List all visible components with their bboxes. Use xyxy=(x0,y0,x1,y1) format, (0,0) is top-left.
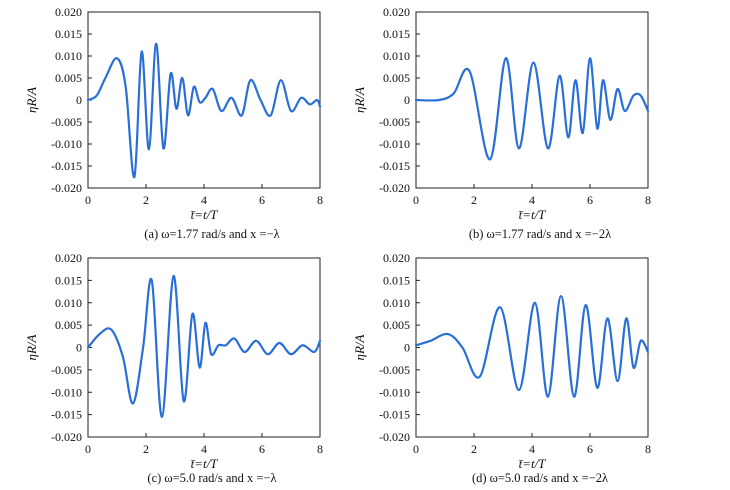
x-tick-label: 4 xyxy=(201,193,207,207)
x-axis-label: t̄=t/T xyxy=(519,456,547,471)
series-line xyxy=(86,274,322,418)
y-axis-label: ηR/A xyxy=(352,334,367,360)
x-tick-label: 6 xyxy=(259,442,265,456)
y-tick-label: -0.020 xyxy=(379,430,410,444)
x-axis-label: t̄=t/T xyxy=(191,456,219,471)
y-tick-label: 0.005 xyxy=(383,318,410,332)
y-tick-label: 0.005 xyxy=(55,71,82,85)
y-tick-label: -0.010 xyxy=(379,137,410,151)
y-tick-label: -0.015 xyxy=(379,408,410,422)
x-tick-label: 8 xyxy=(645,193,651,207)
y-tick-label: -0.010 xyxy=(379,385,410,399)
x-tick-label: 0 xyxy=(85,193,91,207)
y-tick-label: 0.010 xyxy=(383,296,410,310)
y-axis-label: ηR/A xyxy=(352,87,367,113)
y-tick-label: -0.020 xyxy=(51,181,82,195)
x-tick-label: 6 xyxy=(587,193,593,207)
x-tick-label: 4 xyxy=(529,193,535,207)
y-tick-label: 0.005 xyxy=(55,318,82,332)
x-axis-label: t̄=t/T xyxy=(191,207,219,222)
x-tick-label: 4 xyxy=(201,442,207,456)
x-tick-label: 8 xyxy=(645,442,651,456)
series-line xyxy=(86,42,322,179)
y-tick-label: -0.005 xyxy=(379,363,410,377)
y-tick-label: -0.015 xyxy=(379,159,410,173)
y-tick-label: 0.015 xyxy=(55,273,82,287)
y-tick-label: -0.010 xyxy=(51,385,82,399)
plot-frame xyxy=(415,11,649,189)
y-tick-label: 0.020 xyxy=(383,5,410,19)
x-tick-label: 8 xyxy=(317,442,323,456)
x-tick-label: 6 xyxy=(587,442,593,456)
y-tick-label: -0.005 xyxy=(51,115,82,129)
x-tick-label: 0 xyxy=(85,442,91,456)
y-tick-label: 0.010 xyxy=(55,296,82,310)
y-tick-label: 0 xyxy=(404,93,410,107)
x-tick-label: 6 xyxy=(259,193,265,207)
x-tick-label: 0 xyxy=(413,442,419,456)
y-tick-label: 0 xyxy=(76,93,82,107)
y-tick-label: 0.015 xyxy=(383,27,410,41)
panel-caption: (b) ω=1.77 rad/s and x =−2λ xyxy=(469,227,611,241)
x-tick-label: 0 xyxy=(413,193,419,207)
y-tick-label: -0.015 xyxy=(51,159,82,173)
x-tick-label: 2 xyxy=(143,442,149,456)
y-tick-label: 0.015 xyxy=(383,273,410,287)
y-tick-label: -0.020 xyxy=(379,181,410,195)
y-tick-label: -0.020 xyxy=(51,430,82,444)
y-tick-label: 0 xyxy=(404,341,410,355)
series-line xyxy=(414,57,650,161)
y-tick-label: 0.015 xyxy=(55,27,82,41)
chart-panel-b: 0.020 0.015 0.010 0.005 0 -0.005 -0.010 -0.015 -… xyxy=(352,5,651,241)
y-axis-label: ηR/A xyxy=(24,87,39,113)
series-line xyxy=(414,294,650,398)
chart-panel-d: 0.020 0.015 0.010 0.005 0 -0.005 -0.010 -0.015 -… xyxy=(352,251,651,485)
y-tick-label: -0.005 xyxy=(379,115,410,129)
y-tick-label: 0.005 xyxy=(383,71,410,85)
panel-caption: (d) ω=5.0 rad/s and x =−2λ xyxy=(472,471,608,485)
x-tick-label: 2 xyxy=(471,442,477,456)
y-tick-label: 0 xyxy=(76,341,82,355)
x-axis-label: t̄=t/T xyxy=(519,207,547,222)
chart-panel-c: 0.020 0.015 0.010 0.005 0 -0.005 -0.010 -0.015 -… xyxy=(24,251,323,485)
y-axis-label: ηR/A xyxy=(24,334,39,360)
y-tick-label: 0.020 xyxy=(55,5,82,19)
y-tick-label: -0.015 xyxy=(51,408,82,422)
y-tick-label: 0.010 xyxy=(383,49,410,63)
y-tick-label: -0.010 xyxy=(51,137,82,151)
y-tick-label: -0.005 xyxy=(51,363,82,377)
x-tick-label: 2 xyxy=(143,193,149,207)
x-tick-label: 2 xyxy=(471,193,477,207)
y-tick-label: 0.020 xyxy=(55,251,82,265)
y-tick-label: 0.010 xyxy=(55,49,82,63)
x-tick-label: 8 xyxy=(317,193,323,207)
panel-caption: (a) ω=1.77 rad/s and x =−λ xyxy=(144,227,279,241)
panel-caption: (c) ω=5.0 rad/s and x =−λ xyxy=(147,471,276,485)
x-tick-label: 4 xyxy=(529,442,535,456)
y-tick-label: 0.020 xyxy=(383,251,410,265)
chart-panel-a: 0.020 0.015 0.010 0.005 0 -0.005 -0.010 -0.015 -… xyxy=(24,5,323,241)
